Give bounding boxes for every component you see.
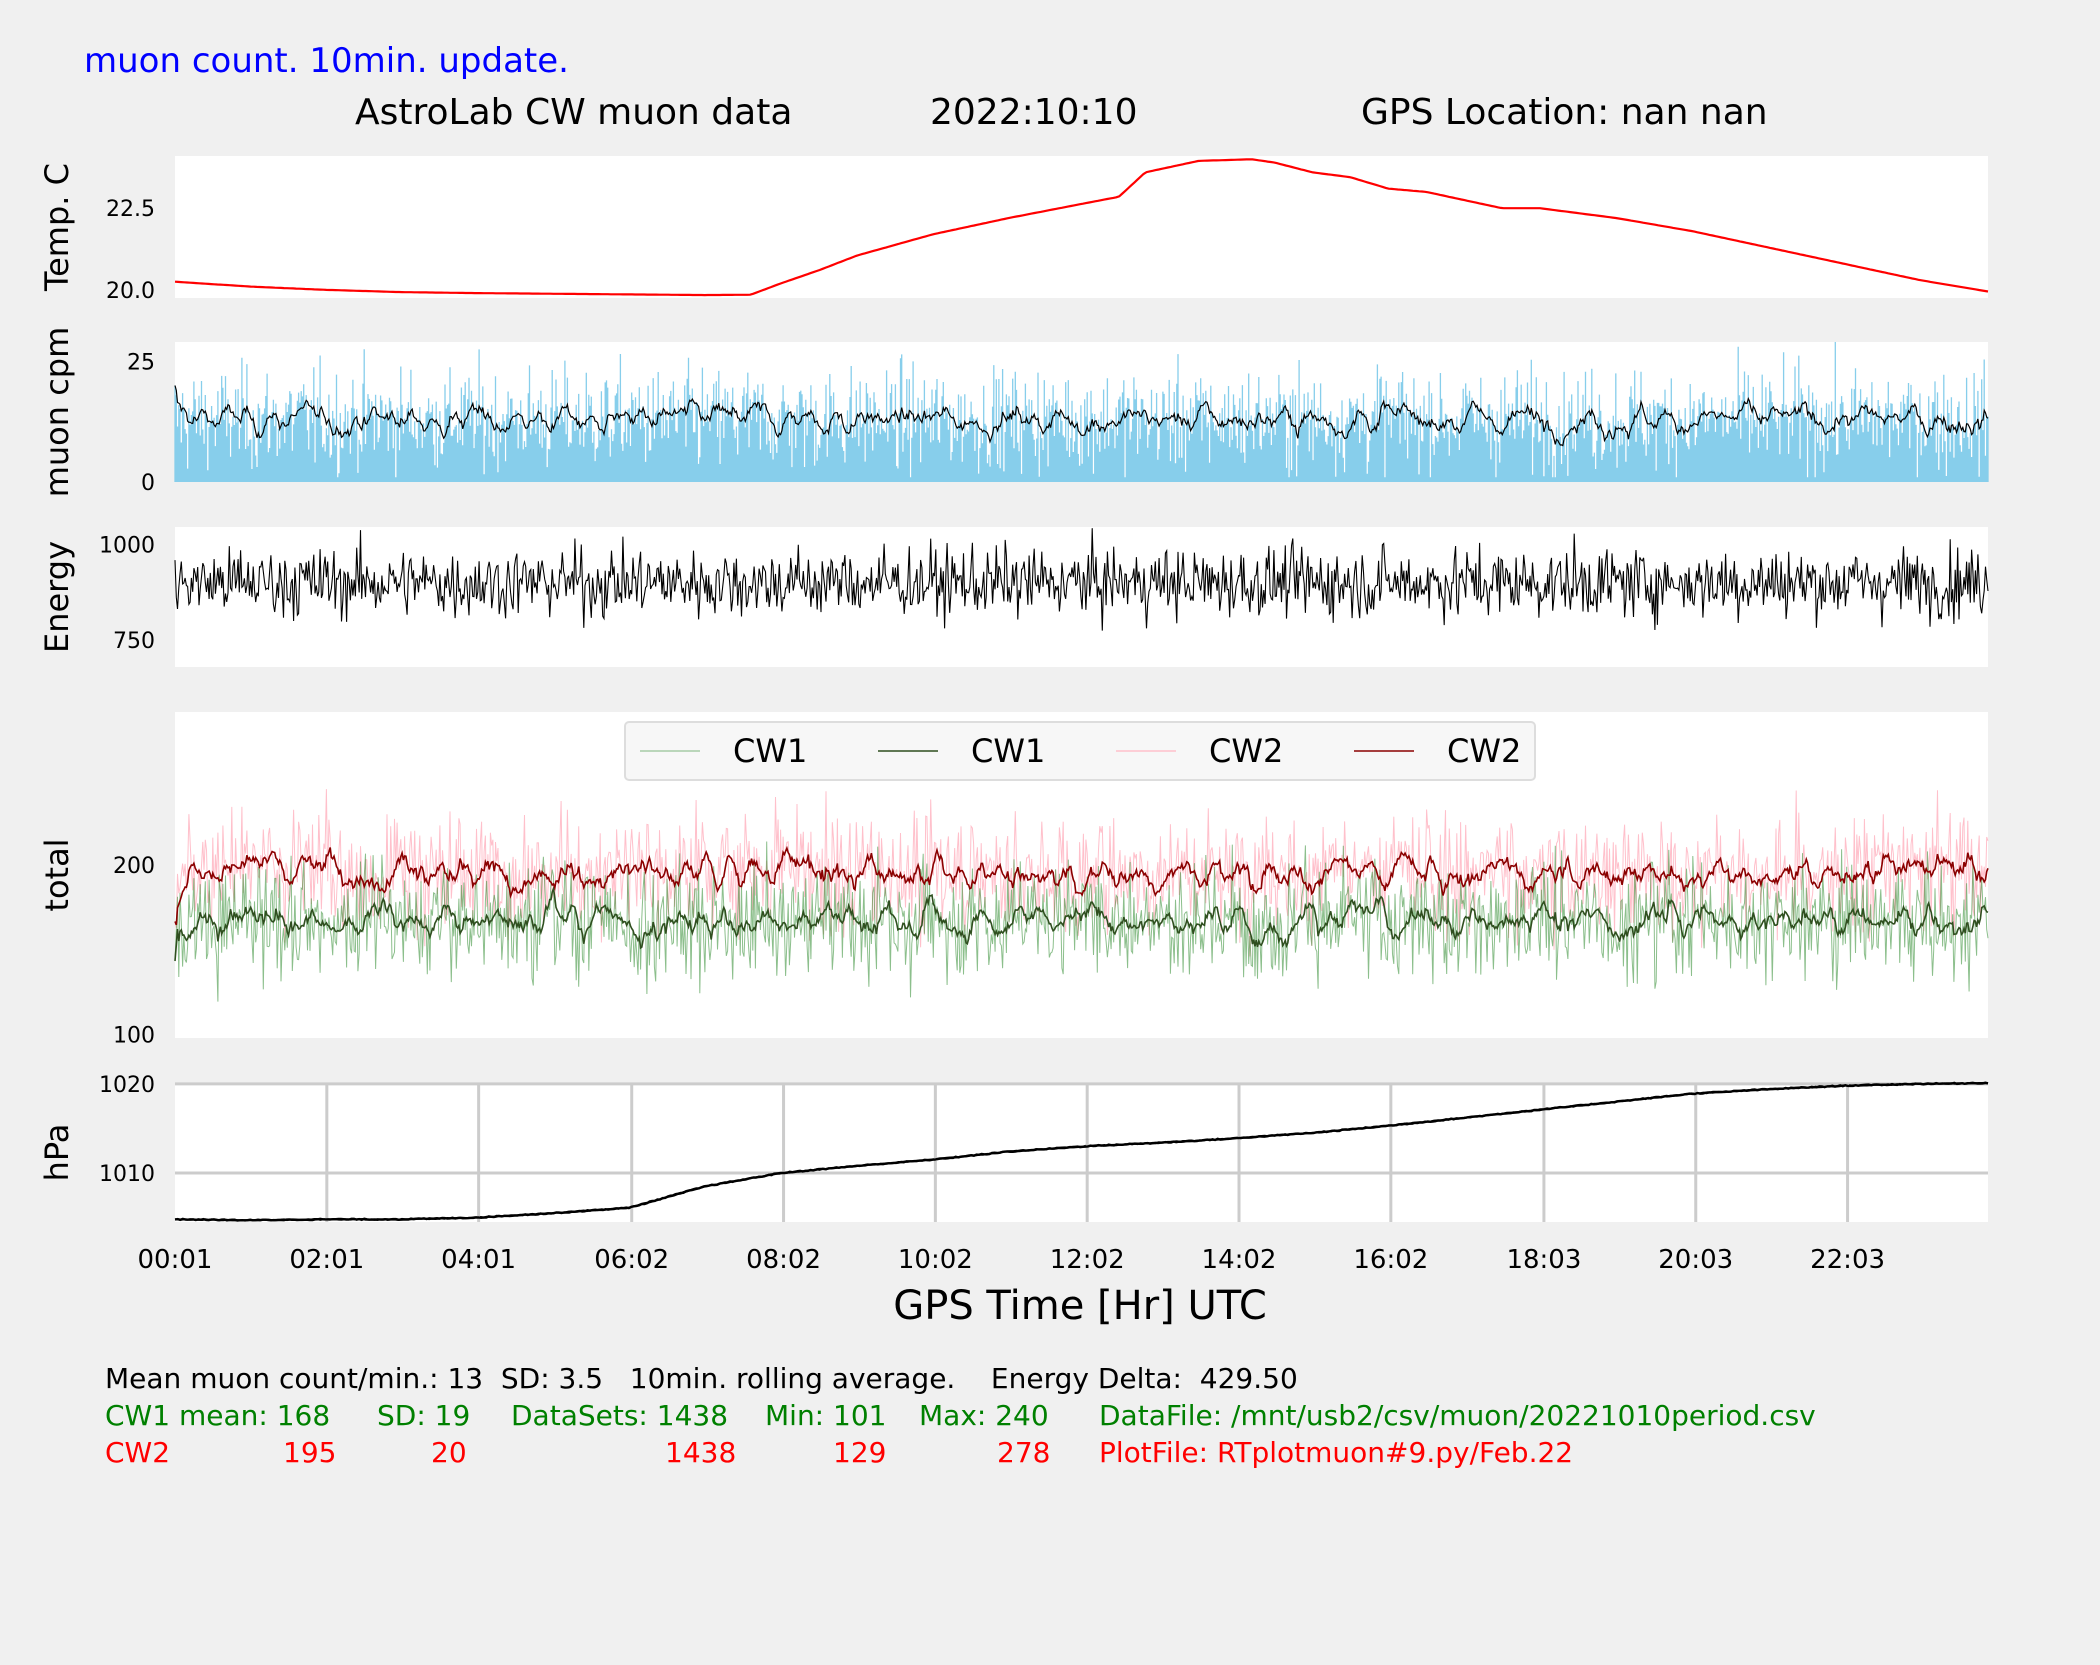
cw2-max: 278	[997, 1436, 1051, 1469]
x-tick-label: 02:01	[289, 1245, 364, 1275]
y-axis-label: hPa	[38, 1124, 76, 1182]
y-tick-label: 20.0	[106, 279, 155, 304]
cw1-min: Min: 101	[765, 1399, 887, 1432]
y-tick-label: 25	[127, 350, 155, 375]
x-tick-label: 20:03	[1658, 1245, 1733, 1275]
y-axis-label: total	[38, 838, 76, 911]
series-line	[174, 158, 1989, 297]
y-tick-label: 1020	[99, 1073, 155, 1098]
x-tick-label: 04:01	[441, 1245, 516, 1275]
chart-title: AstroLab CW muon data	[355, 92, 792, 133]
x-tick-label: 08:02	[746, 1245, 821, 1275]
cw1-max: Max: 240	[919, 1399, 1049, 1432]
cw2-min: 129	[833, 1436, 887, 1469]
chart-date: 2022:10:10	[930, 92, 1138, 133]
stats-cw1: CW1 mean: 168 SD: 19 DataSets: 1438 Min:…	[105, 1402, 1816, 1598]
cw1-raw-line	[174, 841, 1989, 1002]
cw1-mean: CW1 mean: 168	[105, 1399, 331, 1432]
plot-area	[175, 1083, 1988, 1222]
y-axis-label: Temp. C	[38, 163, 76, 292]
cw2-datasets: 1438	[665, 1436, 737, 1469]
x-tick-label: 00:01	[138, 1245, 213, 1275]
muon-figure: muon count. 10min. update. AstroLab CW m…	[38, 41, 1989, 1329]
legend-label: CW1	[733, 732, 807, 770]
cw2-sd: 20	[431, 1436, 467, 1469]
x-axis-label: GPS Time [Hr] UTC	[893, 1283, 1267, 1329]
x-tick-label: 06:02	[594, 1245, 669, 1275]
x-tick-label: 22:03	[1810, 1245, 1885, 1275]
panel-temp-c: 20.0 22.5 Temp. C	[38, 156, 1989, 304]
x-tick-label: 10:02	[898, 1245, 973, 1275]
cw1-rolling-line	[174, 885, 1989, 962]
x-tick-label: 18:03	[1506, 1245, 1581, 1275]
cw2-mean: 195	[283, 1436, 337, 1469]
y-axis-label: muon cpm	[38, 327, 76, 498]
y-tick-label: 1000	[99, 533, 155, 558]
cw1-datasets: DataSets: 1438	[511, 1399, 729, 1432]
gps-location: GPS Location: nan nan	[1361, 92, 1768, 133]
update-note: muon count. 10min. update.	[84, 41, 569, 81]
energy-line	[174, 528, 1989, 631]
legend-label: CW2	[1447, 732, 1521, 770]
y-tick-label: 0	[141, 471, 155, 496]
legend: CW1 CW1 CW2 CW2	[624, 721, 1536, 781]
stats-cw2: CW2 195 20 1438 129 278 PlotFile: RTplot…	[105, 1439, 1573, 1663]
legend-label: CW2	[1209, 732, 1283, 770]
y-tick-label: 1010	[99, 1162, 155, 1187]
y-tick-label: 22.5	[106, 197, 155, 222]
y-tick-label: 100	[113, 1024, 155, 1049]
panel-total: 100 200 total CW1 CW1 CW2 CW2	[38, 712, 1989, 1049]
panel-energy: 750 1000 Energy	[38, 527, 1989, 667]
cw2-rolling-line	[174, 845, 1989, 926]
y-tick-label: 750	[113, 629, 155, 654]
cw2-plotfile: PlotFile: RTplotmuon#9.py/Feb.22	[1099, 1436, 1574, 1469]
y-tick-label: 200	[113, 854, 155, 879]
panel-muon-cpm: 0 25 muon cpm	[38, 327, 1989, 498]
pressure-line	[174, 1081, 1989, 1222]
cw2-raw-line	[174, 789, 1989, 957]
stats-line-1: Mean muon count/min.: 13 SD: 3.5 10min. …	[105, 1362, 1298, 1395]
legend-label: CW1	[971, 732, 1045, 770]
cw1-datafile: DataFile: /mnt/usb2/csv/muon/20221010per…	[1099, 1399, 1816, 1432]
legend-box	[624, 721, 1536, 781]
x-tick-label: 12:02	[1050, 1245, 1125, 1275]
x-tick-label: 14:02	[1202, 1245, 1277, 1275]
x-tick-label: 16:02	[1353, 1245, 1428, 1275]
y-axis-label: Energy	[38, 541, 76, 653]
cw1-sd: SD: 19	[377, 1399, 471, 1432]
cw2-label: CW2	[105, 1436, 171, 1469]
rolling-average-line	[174, 385, 1989, 447]
plot-area	[175, 156, 1988, 298]
count-bars	[174, 342, 1989, 482]
